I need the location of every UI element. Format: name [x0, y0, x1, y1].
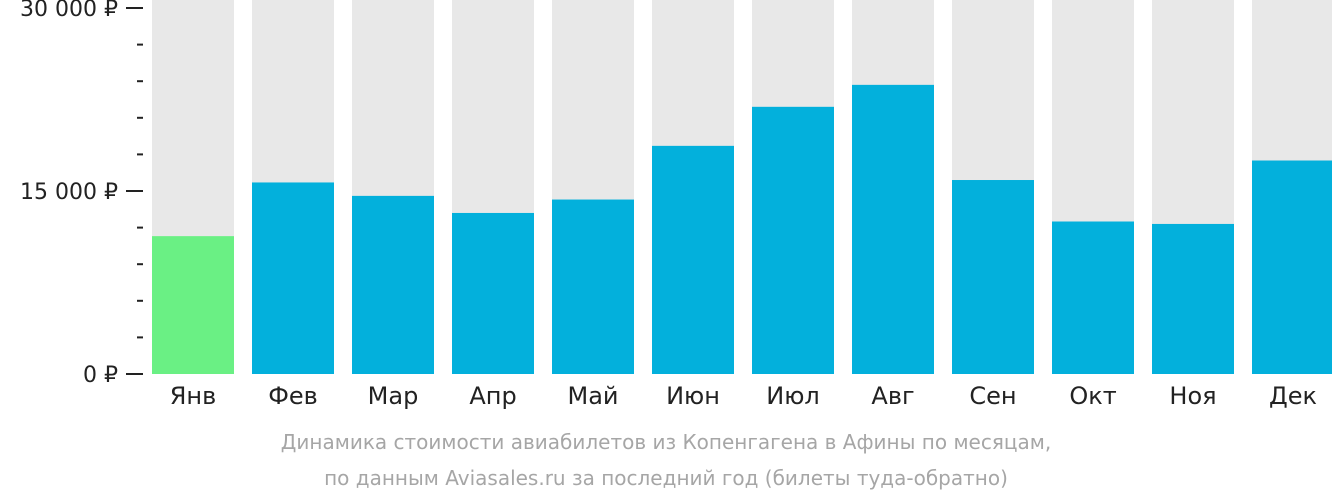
bar-3	[352, 195, 434, 374]
bar-11	[1152, 223, 1234, 374]
bar-1	[152, 236, 234, 374]
bar-7	[752, 106, 834, 374]
bar-6	[652, 145, 734, 374]
bar-4	[452, 212, 534, 374]
y-axis: 0 ₽ 15 000 ₽ 30 000 ₽	[20, 0, 143, 388]
bar-12	[1252, 160, 1332, 374]
x-axis-labels: Янв Фев Мар Апр Май Июн Июл Авг Сен Окт Ноя Дек	[170, 382, 1317, 410]
bars	[152, 84, 1332, 375]
bar-5	[552, 199, 634, 374]
bar-9	[952, 180, 1034, 374]
chart-caption-line-1: Динамика стоимости авиабилетов из Копенг…	[280, 430, 1052, 454]
x-tick-label: Ноя	[1169, 382, 1216, 410]
y-tick-label: 30 000 ₽	[20, 0, 118, 22]
x-tick-label: Авг	[871, 382, 914, 410]
y-tick-label: 15 000 ₽	[20, 180, 118, 205]
x-tick-label: Дек	[1269, 382, 1317, 410]
bar-2	[252, 182, 334, 374]
bar-8	[852, 84, 934, 375]
y-tick-label: 0 ₽	[83, 363, 118, 388]
x-tick-label: Окт	[1069, 382, 1116, 410]
x-tick-label: Июл	[766, 382, 820, 410]
x-tick-label: Фев	[268, 382, 318, 410]
x-tick-label: Апр	[469, 382, 516, 410]
x-tick-label: Янв	[170, 382, 217, 410]
chart-caption-line-2: по данным Aviasales.ru за последний год …	[324, 466, 1008, 490]
x-tick-label: Июн	[666, 382, 720, 410]
bar-chart: 0 ₽ 15 000 ₽ 30 000 ₽ Янв Фев Мар Апр Май Июн Ию…	[20, 0, 1332, 410]
x-tick-label: Мар	[368, 382, 419, 410]
x-tick-label: Сен	[969, 382, 1016, 410]
bar-10	[1052, 221, 1134, 374]
x-tick-label: Май	[567, 382, 618, 410]
